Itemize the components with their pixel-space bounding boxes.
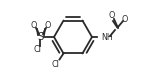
Text: O: O — [31, 21, 37, 29]
Text: NH: NH — [101, 33, 113, 41]
Text: O: O — [122, 15, 128, 23]
Text: S: S — [38, 32, 44, 42]
Text: Cl: Cl — [33, 45, 41, 55]
Text: O: O — [45, 21, 51, 29]
Text: O: O — [109, 11, 115, 21]
Text: Cl: Cl — [52, 60, 60, 69]
